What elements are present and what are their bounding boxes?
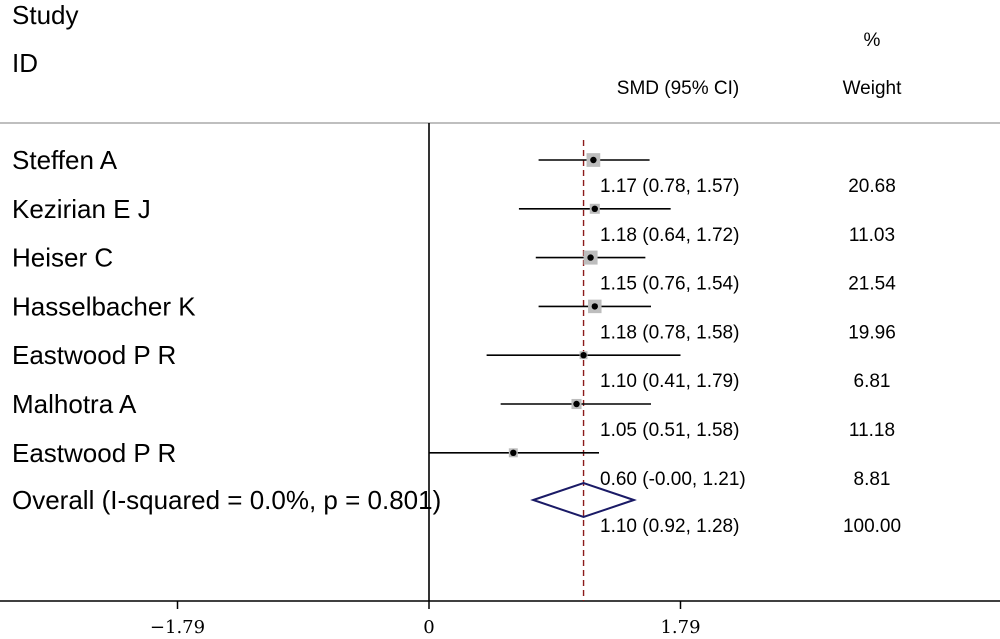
- x-tick-label: 1.79: [660, 617, 700, 638]
- study-name: Steffen A: [12, 145, 118, 175]
- point-estimate: [510, 449, 517, 456]
- x-tick-label: −1.79: [150, 617, 205, 638]
- ci-label: 1.18 (0.64, 1.72): [600, 225, 739, 246]
- point-estimate: [591, 303, 598, 310]
- overall-ci-label: 1.10 (0.92, 1.28): [600, 516, 739, 537]
- weight-label: 11.18: [849, 420, 895, 441]
- weight-label: 21.54: [848, 274, 896, 295]
- weight-label: 20.68: [848, 176, 896, 197]
- point-estimate: [587, 254, 594, 261]
- ci-label: 1.05 (0.51, 1.58): [600, 420, 739, 441]
- study-name: Heiser C: [12, 243, 113, 273]
- study-row: Steffen A 1.17 (0.78, 1.57) 20.68: [12, 145, 896, 197]
- study-rows: Steffen A1.17 (0.78, 1.57) 20.68Kezirian …: [12, 145, 901, 537]
- ci-label: 1.15 (0.76, 1.54): [600, 274, 739, 295]
- study-row: Hasselbacher K 1.18 (0.78, 1.58) 19.96: [12, 291, 896, 343]
- ci-label: 1.17 (0.78, 1.57): [600, 176, 739, 197]
- study-name: Malhotra A: [12, 389, 137, 419]
- study-row: Kezirian E J 1.18 (0.64, 1.72) 11.03: [12, 194, 895, 246]
- point-estimate: [591, 205, 598, 212]
- point-estimate: [573, 400, 580, 408]
- ci-label: 0.60 (-0.00, 1.21): [600, 469, 746, 490]
- weight-header: Weight: [843, 78, 903, 99]
- ci-label: 1.10 (0.41, 1.79): [600, 371, 739, 392]
- weight-label: 8.81: [854, 469, 891, 490]
- point-estimate: [580, 352, 587, 359]
- study-row: Malhotra A 1.05 (0.51, 1.58) 11.18: [12, 389, 895, 441]
- study-name: Kezirian E J: [12, 194, 151, 224]
- study-name: Hasselbacher K: [12, 291, 196, 321]
- x-axis-ticks: −1.79 0 1.79: [150, 601, 701, 638]
- study-name: Eastwood P R: [12, 438, 176, 468]
- overall-row: Overall (I-squared = 0.0%, p = 0.801) 1.1…: [12, 481, 901, 537]
- overall-label: Overall (I-squared = 0.0%, p = 0.801): [12, 485, 441, 515]
- weight-label: 19.96: [848, 322, 896, 343]
- weight-label: 6.81: [854, 371, 891, 392]
- point-estimate: [590, 156, 597, 164]
- effect-header: SMD (95% CI): [617, 78, 739, 99]
- study-row: Eastwood P R 1.10 (0.41, 1.79) 6.81: [12, 340, 890, 392]
- weight-pct-header: %: [864, 30, 881, 51]
- reference-lines: [428, 123, 585, 601]
- ci-label: 1.18 (0.78, 1.58): [600, 322, 739, 343]
- x-tick-label: 0: [423, 617, 434, 638]
- study-header: Study: [12, 0, 79, 30]
- overall-diamond: [530, 481, 637, 519]
- study-name: Eastwood P R: [12, 340, 176, 370]
- weight-label: 11.03: [849, 225, 895, 246]
- id-header: ID: [12, 48, 38, 78]
- study-row: Heiser C 1.15 (0.76, 1.54) 21.54: [12, 243, 896, 295]
- study-row: Eastwood P R 0.60 (-0.00, 1.21) 8.81: [12, 438, 890, 490]
- overall-weight-label: 100.00: [843, 516, 901, 537]
